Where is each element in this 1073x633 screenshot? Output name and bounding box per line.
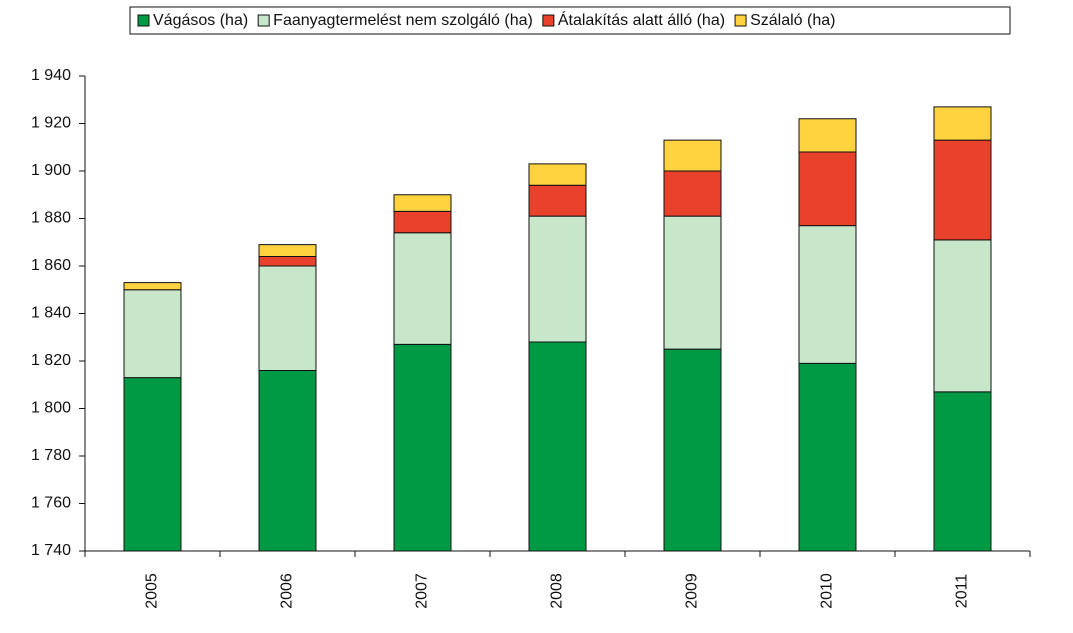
x-tick-label: 2006 <box>279 573 296 609</box>
bar-segment <box>258 370 317 551</box>
plot-area <box>123 106 992 551</box>
y-tick-label: 1 760 <box>31 495 71 512</box>
bar-segment <box>393 232 452 345</box>
y-tick-label: 1 820 <box>31 352 71 369</box>
bar-segment <box>528 184 587 217</box>
y-tick-label: 1 940 <box>31 67 71 84</box>
legend-label: Átalakítás alatt álló (ha) <box>558 10 725 29</box>
bar-segment <box>258 244 317 257</box>
x-tick-label: 2008 <box>549 573 566 609</box>
bar-segment <box>393 194 452 212</box>
bar-segment <box>933 106 992 141</box>
bar-segment <box>663 170 722 217</box>
y-tick-label: 1 740 <box>31 542 71 559</box>
x-tick-label: 2009 <box>684 573 701 609</box>
bar-segment <box>258 265 317 371</box>
y-tick-label: 1 860 <box>31 257 71 274</box>
x-tick-label: 2011 <box>954 574 971 609</box>
y-tick-label: 1 880 <box>31 210 71 227</box>
bar-segment <box>933 139 992 241</box>
bar-segment <box>798 362 857 551</box>
bar-segment <box>663 139 722 172</box>
legend-swatch <box>257 14 270 27</box>
bar-segment <box>528 215 587 343</box>
bar-segment <box>258 256 317 267</box>
y-tick-label: 1 840 <box>31 305 71 322</box>
bar-segment <box>798 225 857 364</box>
bar-segment <box>663 348 722 551</box>
bar-segment <box>663 215 722 350</box>
x-tick-label: 2005 <box>144 573 161 609</box>
bar-segment <box>393 343 452 551</box>
bar-segment <box>123 282 182 291</box>
bar-segment <box>798 118 857 153</box>
y-tick-label: 1 780 <box>31 447 71 464</box>
y-tick-label: 1 900 <box>31 162 71 179</box>
bar-segment <box>528 341 587 551</box>
legend-swatch <box>137 14 150 27</box>
bar-segment <box>933 239 992 393</box>
bar-segment <box>393 210 452 234</box>
bar-segment <box>933 391 992 551</box>
legend-label: Vágásos (ha) <box>153 12 248 29</box>
legend-label: Szálaló (ha) <box>750 12 835 29</box>
bar-segment <box>123 377 182 551</box>
legend-box <box>129 6 1011 35</box>
legend-label: Faanyagtermelést nem szolgáló (ha) <box>273 12 533 29</box>
x-tick-label: 2010 <box>819 573 836 609</box>
y-tick-label: 1 800 <box>31 400 71 417</box>
bar-segment <box>798 151 857 227</box>
bar-segment <box>123 289 182 379</box>
legend-swatch <box>542 14 555 27</box>
x-tick-label: 2007 <box>414 573 431 609</box>
legend-swatch <box>734 14 747 27</box>
bar-segment <box>528 163 587 186</box>
y-tick-label: 1 920 <box>31 115 71 132</box>
